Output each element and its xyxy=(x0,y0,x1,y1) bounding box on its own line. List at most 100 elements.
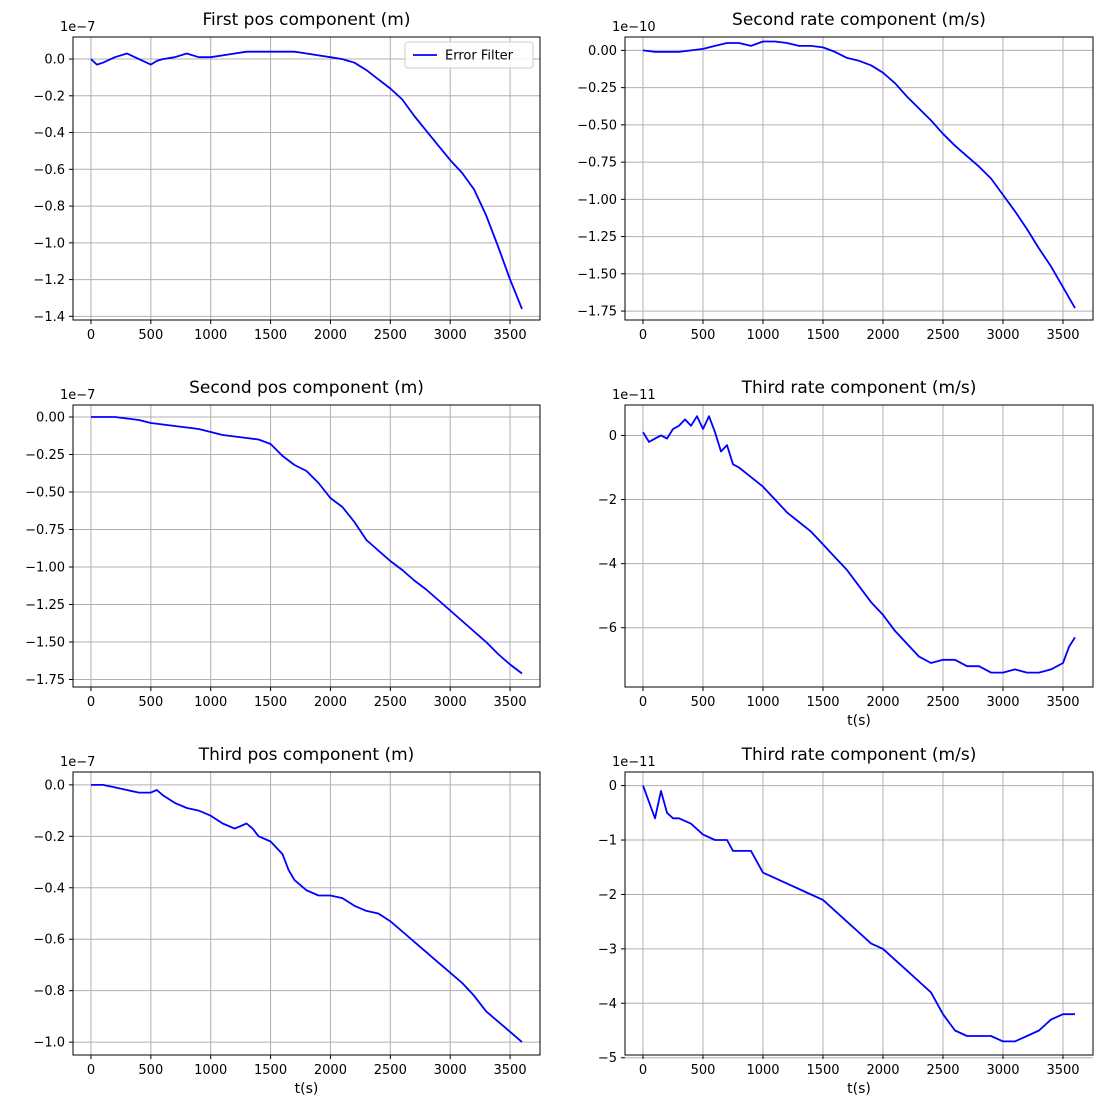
series-line xyxy=(91,416,523,675)
subplot-3: 0 500 1000 1500 2000 2500 3000 3500 0.00 −0.25 −0.… xyxy=(25,378,541,710)
y-tick-label: −0.25 xyxy=(577,81,617,96)
y-tick-label: −1.00 xyxy=(25,561,65,576)
y-offset-text: 1e−11 xyxy=(612,755,656,770)
subplot-2: 0 500 1000 1500 2000 2500 3000 3500 0.00 −0.25 −0.… xyxy=(577,10,1094,343)
y-tick-label: −1.0 xyxy=(33,1036,65,1051)
x-tick-label: 2500 xyxy=(926,328,959,343)
y-tick-label: −1.00 xyxy=(577,193,617,208)
y-offset-text: 1e−11 xyxy=(612,388,656,403)
x-tick-label: 1000 xyxy=(746,695,779,710)
y-tick-label: −1.25 xyxy=(577,230,617,245)
x-tick-label: 2000 xyxy=(314,1063,347,1078)
x-tick-label: 2500 xyxy=(374,695,407,710)
x-tick-label: 0 xyxy=(639,328,647,343)
x-tick-label: 1500 xyxy=(254,695,287,710)
y-tick-label: −1.50 xyxy=(577,267,617,282)
subplot-1: 0 500 1000 1500 2000 2500 3000 3500 0.0 −0.2 −0.4 −… xyxy=(33,10,541,343)
x-tick-label: 1000 xyxy=(746,1063,779,1078)
y-tick-label: −0.2 xyxy=(33,89,65,104)
y-tick-label: −0.6 xyxy=(33,933,65,948)
y-tick-label: 0.0 xyxy=(44,53,65,68)
x-tick-label: 0 xyxy=(87,695,95,710)
chart-title: Third pos component (m) xyxy=(198,745,415,765)
x-tick-label: 2000 xyxy=(866,695,899,710)
y-tick-label: −2 xyxy=(598,888,617,903)
y-tick-label: −1.50 xyxy=(25,636,65,651)
x-tick-label: 3500 xyxy=(494,695,527,710)
x-axis-label: t(s) xyxy=(847,1081,871,1097)
y-tick-label: −0.8 xyxy=(33,200,65,215)
subplot-5: 0 500 1000 1500 2000 2500 3000 3500 0.0 −0.2 −0.4 −… xyxy=(33,745,541,1097)
x-tick-label: 2000 xyxy=(314,328,347,343)
axes-frame xyxy=(624,36,1094,321)
y-tick-label: −0.8 xyxy=(33,984,65,999)
x-tick-label: 3500 xyxy=(494,1063,527,1078)
y-tick-label: −1 xyxy=(598,834,617,849)
x-tick-label: 0 xyxy=(87,1063,95,1078)
y-tick-label: −2 xyxy=(598,493,617,508)
x-tick-label: 2500 xyxy=(374,328,407,343)
y-tick-label: −1.75 xyxy=(577,305,617,320)
x-tick-label: 500 xyxy=(691,328,716,343)
series-line xyxy=(91,784,523,1043)
x-tick-label: 3000 xyxy=(986,1063,1019,1078)
y-tick-label: −0.75 xyxy=(25,523,65,538)
x-tick-label: 3000 xyxy=(434,695,467,710)
x-tick-label: 3500 xyxy=(494,328,527,343)
x-tick-label: 3000 xyxy=(434,328,467,343)
y-tick-label: 0.00 xyxy=(588,44,617,59)
x-tick-label: 2000 xyxy=(866,1063,899,1078)
axes-frame xyxy=(72,404,541,688)
chart-title: Third rate component (m/s) xyxy=(741,378,977,398)
legend-label: Error Filter xyxy=(445,49,514,64)
y-tick-label: −1.4 xyxy=(33,310,65,325)
subplot-6: 0 500 1000 1500 2000 2500 3000 3500 0 −1 −2 −3 −4 −5 T… xyxy=(598,745,1094,1097)
series-line xyxy=(642,415,1076,674)
y-tick-label: −5 xyxy=(598,1051,617,1066)
y-tick-label: −0.75 xyxy=(577,156,617,171)
y-tick-label: −0.25 xyxy=(25,448,65,463)
y-offset-text: 1e−7 xyxy=(60,755,95,770)
y-tick-label: −0.4 xyxy=(33,126,65,141)
y-tick-label: −4 xyxy=(598,997,617,1012)
axes-frame xyxy=(72,36,541,321)
x-tick-label: 2500 xyxy=(926,695,959,710)
y-tick-label: −6 xyxy=(598,621,617,636)
y-tick-label: −3 xyxy=(598,942,617,957)
legend-box xyxy=(404,41,534,69)
x-tick-label: 1000 xyxy=(194,695,227,710)
series-line xyxy=(90,50,523,310)
x-tick-label: 0 xyxy=(87,328,95,343)
x-tick-label: 1500 xyxy=(254,1063,287,1078)
y-tick-label: −0.2 xyxy=(33,830,65,845)
y-tick-label: −1.2 xyxy=(33,273,65,288)
y-tick-label: −1.0 xyxy=(33,236,65,251)
y-offset-text: 1e−7 xyxy=(60,20,95,35)
x-tick-label: 3000 xyxy=(986,695,1019,710)
x-tick-label: 1500 xyxy=(806,328,839,343)
axes-frame xyxy=(72,771,541,1056)
x-tick-label: 2000 xyxy=(314,695,347,710)
y-tick-label: −0.50 xyxy=(25,486,65,501)
axes-frame xyxy=(624,404,1094,688)
x-tick-label: 500 xyxy=(138,695,163,710)
x-tick-label: 3000 xyxy=(986,328,1019,343)
chart-title: Second pos component (m) xyxy=(189,378,424,398)
x-tick-label: 1500 xyxy=(806,695,839,710)
y-tick-label: 0 xyxy=(609,429,617,444)
y-tick-label: −0.50 xyxy=(577,118,617,133)
x-tick-label: 1000 xyxy=(194,1063,227,1078)
y-tick-label: −1.75 xyxy=(25,673,65,688)
axes-frame xyxy=(624,771,1094,1056)
x-tick-label: 1500 xyxy=(254,328,287,343)
y-tick-label: 0.0 xyxy=(44,778,65,793)
y-tick-label: −1.25 xyxy=(25,598,65,613)
y-offset-text: 1e−7 xyxy=(60,388,95,403)
x-tick-label: 500 xyxy=(138,1063,163,1078)
legend: Error Filter xyxy=(404,41,534,69)
y-tick-label: 0.00 xyxy=(36,411,65,426)
x-tick-label: 2500 xyxy=(926,1063,959,1078)
chart-title: Second rate component (m/s) xyxy=(732,10,986,30)
y-tick-label: −0.4 xyxy=(33,881,65,896)
